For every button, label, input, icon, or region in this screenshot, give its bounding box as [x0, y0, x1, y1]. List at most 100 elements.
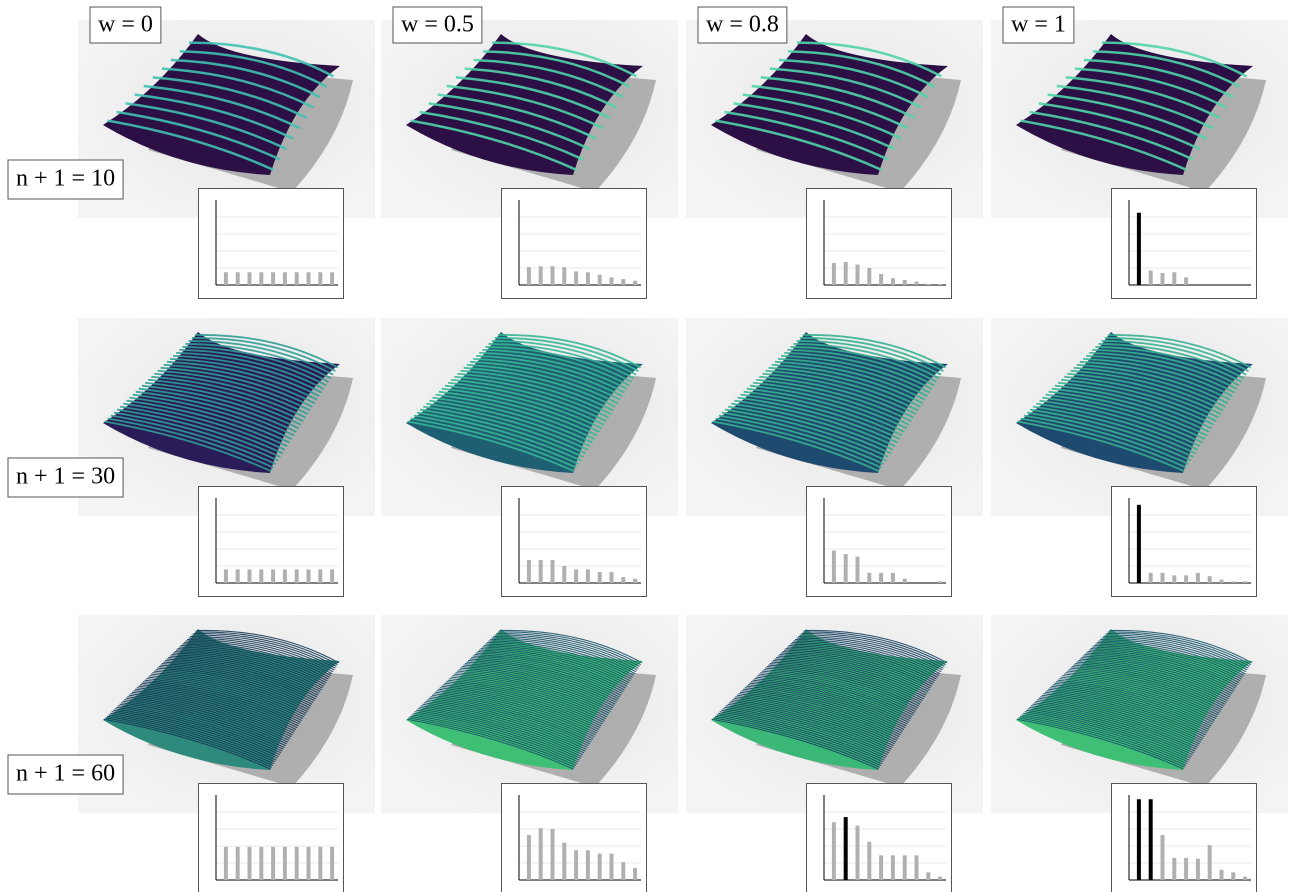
bar — [610, 854, 614, 880]
bar — [283, 272, 287, 285]
bar-chart-inset — [807, 784, 952, 892]
bar — [879, 573, 883, 583]
bar — [574, 569, 578, 583]
bar-chart-inset — [502, 189, 647, 299]
bar — [1161, 835, 1165, 880]
column-label: w = 0 — [90, 7, 161, 43]
column-label-text: w = 0.5 — [401, 12, 474, 38]
bar — [259, 569, 263, 583]
column-label-text: w = 0 — [98, 12, 153, 38]
bar — [633, 579, 637, 583]
bar — [844, 554, 848, 583]
column-label-text: w = 1 — [1011, 12, 1066, 38]
bar — [1137, 799, 1141, 880]
bar — [891, 855, 895, 880]
bar — [283, 569, 287, 583]
bar — [598, 854, 602, 880]
bar — [224, 569, 228, 583]
row-label: n + 1 = 30 — [8, 458, 123, 497]
bar — [867, 842, 871, 880]
bar — [832, 822, 836, 880]
bar — [1137, 213, 1141, 285]
bar — [938, 877, 942, 880]
bar-chart-inset — [502, 487, 647, 597]
bar — [598, 572, 602, 583]
column-label-text: w = 0.8 — [706, 12, 779, 38]
bar-chart-inset — [502, 784, 647, 892]
bar — [867, 573, 871, 583]
bar — [621, 862, 625, 880]
bar — [248, 272, 252, 285]
row-label-text: n + 1 = 60 — [16, 761, 115, 787]
inset-frame — [1112, 487, 1257, 597]
bar — [1196, 859, 1200, 880]
bar-chart-inset — [807, 189, 952, 299]
bar — [879, 855, 883, 880]
bar — [562, 566, 566, 583]
column-label: w = 0.5 — [393, 7, 482, 43]
bar — [1220, 870, 1224, 880]
bar-chart-inset — [1112, 189, 1257, 299]
bar — [633, 868, 637, 880]
bar — [1161, 273, 1165, 285]
bar — [527, 560, 531, 583]
bar — [610, 277, 614, 285]
bar — [844, 262, 848, 285]
bar — [1184, 858, 1188, 880]
bar — [1231, 872, 1235, 880]
bar — [586, 850, 590, 880]
bar — [832, 263, 836, 285]
column-label: w = 0.8 — [698, 7, 787, 43]
bar — [926, 872, 930, 880]
bar — [551, 266, 555, 285]
bar — [318, 569, 322, 583]
bar — [295, 847, 299, 880]
page: w = 0w = 0.5w = 0.8w = 1n + 1 = 10n + 1 … — [0, 0, 1292, 892]
bar — [1184, 277, 1188, 285]
bar — [1208, 845, 1212, 880]
bar — [891, 278, 895, 285]
bar — [938, 581, 942, 583]
bar — [283, 847, 287, 880]
bar — [926, 284, 930, 285]
bar — [574, 271, 578, 285]
bar — [856, 557, 860, 583]
bar — [295, 272, 299, 285]
row-label: n + 1 = 60 — [8, 755, 123, 794]
bar — [903, 280, 907, 285]
bar — [539, 828, 543, 880]
bar — [330, 272, 334, 285]
bar — [1196, 573, 1200, 583]
row-label-text: n + 1 = 30 — [16, 464, 115, 490]
inset-frame — [807, 487, 952, 597]
bar-chart-inset — [807, 487, 952, 597]
bar — [318, 847, 322, 880]
bar — [1184, 575, 1188, 583]
bar — [307, 272, 311, 285]
bar — [879, 274, 883, 285]
bar — [586, 272, 590, 285]
bar — [598, 275, 602, 285]
bar-chart-inset — [199, 487, 344, 597]
bar — [1243, 581, 1247, 583]
bar — [248, 847, 252, 880]
bar — [1149, 799, 1153, 880]
bar-chart-inset — [199, 189, 344, 299]
bar — [832, 551, 836, 583]
figure: w = 0w = 0.5w = 0.8w = 1n + 1 = 10n + 1 … — [0, 0, 1292, 892]
bar — [1208, 576, 1212, 583]
bar — [1220, 580, 1224, 583]
inset-frame — [807, 189, 952, 299]
bar — [527, 835, 531, 880]
bar — [621, 577, 625, 583]
bar — [621, 279, 625, 285]
bar — [1149, 573, 1153, 583]
bar — [938, 284, 942, 285]
bar — [236, 272, 240, 285]
bar — [844, 817, 848, 880]
bar — [271, 272, 275, 285]
bar — [259, 272, 263, 285]
bar — [891, 573, 895, 583]
bar — [259, 847, 263, 880]
bar — [236, 569, 240, 583]
